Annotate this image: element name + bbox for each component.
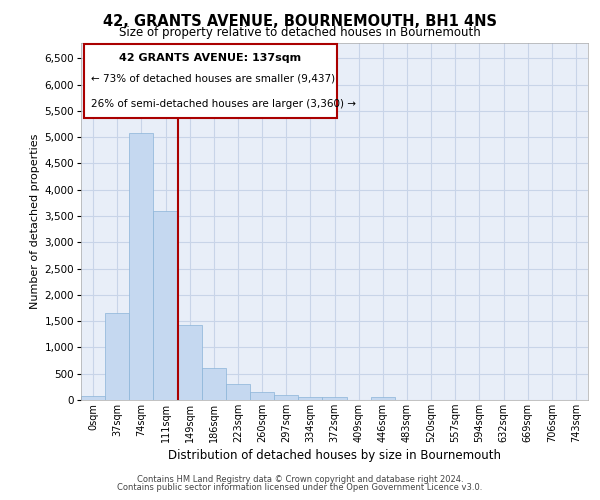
FancyBboxPatch shape xyxy=(83,44,337,118)
Text: Contains HM Land Registry data © Crown copyright and database right 2024.: Contains HM Land Registry data © Crown c… xyxy=(137,475,463,484)
Bar xyxy=(226,384,250,400)
X-axis label: Distribution of detached houses by size in Bournemouth: Distribution of detached houses by size … xyxy=(168,449,501,462)
Bar xyxy=(298,397,322,400)
Bar xyxy=(322,398,347,400)
Bar xyxy=(154,210,178,400)
Y-axis label: Number of detached properties: Number of detached properties xyxy=(30,134,40,309)
Text: 26% of semi-detached houses are larger (3,360) →: 26% of semi-detached houses are larger (… xyxy=(91,100,356,110)
Bar xyxy=(129,133,154,400)
Bar xyxy=(274,396,298,400)
Text: Contains public sector information licensed under the Open Government Licence v3: Contains public sector information licen… xyxy=(118,483,482,492)
Bar xyxy=(105,312,129,400)
Text: 42 GRANTS AVENUE: 137sqm: 42 GRANTS AVENUE: 137sqm xyxy=(119,53,301,63)
Bar xyxy=(178,326,202,400)
Bar xyxy=(250,392,274,400)
Text: ← 73% of detached houses are smaller (9,437): ← 73% of detached houses are smaller (9,… xyxy=(91,74,335,84)
Bar xyxy=(202,368,226,400)
Bar xyxy=(371,398,395,400)
Bar xyxy=(81,396,105,400)
Text: Size of property relative to detached houses in Bournemouth: Size of property relative to detached ho… xyxy=(119,26,481,39)
Text: 42, GRANTS AVENUE, BOURNEMOUTH, BH1 4NS: 42, GRANTS AVENUE, BOURNEMOUTH, BH1 4NS xyxy=(103,14,497,29)
